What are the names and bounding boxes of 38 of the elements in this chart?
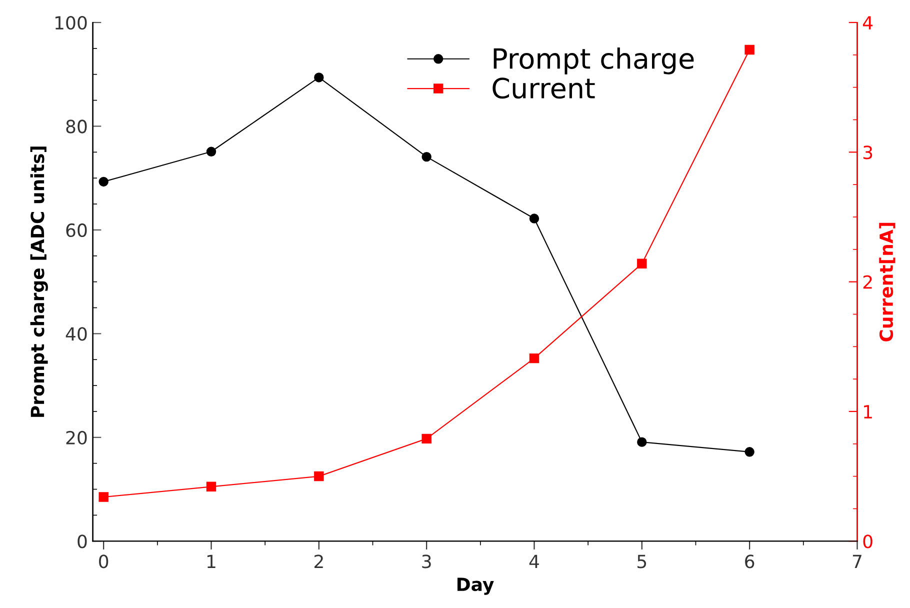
y-tick-label: 100 [55, 16, 87, 30]
point [637, 437, 647, 447]
legend-label: Current [492, 78, 595, 99]
y2-tick-label: 2 [863, 275, 872, 289]
y2-axis-title: Current[nA] [879, 222, 896, 342]
point [529, 214, 540, 224]
y-axis-title: Prompt charge [ADC units] [30, 146, 48, 417]
y2-tick-label: 4 [862, 16, 873, 30]
y-tick-label: 20 [66, 430, 87, 445]
x-tick-label: 1 [207, 554, 216, 568]
x-tick-label: 2 [314, 554, 323, 568]
point [637, 258, 647, 269]
point [422, 152, 432, 162]
y2-tick-label: 3 [863, 146, 872, 160]
point [98, 176, 108, 187]
x-tick-label: 0 [99, 554, 108, 568]
y-tick-label: 80 [66, 120, 87, 134]
x-tick-label: 3 [422, 554, 431, 568]
y-tick-label: 0 [78, 534, 87, 548]
point [744, 447, 754, 457]
point [314, 72, 324, 82]
point [422, 434, 432, 444]
point [206, 482, 216, 492]
x-axis-title: Day [457, 578, 494, 595]
x-tick-label: 4 [529, 554, 539, 568]
y2-tick-label: 0 [863, 534, 872, 548]
legend-label: Prompt charge [494, 47, 694, 74]
x-tick-label: 7 [852, 554, 862, 568]
point [744, 44, 754, 55]
x-tick-label: 5 [638, 554, 646, 568]
y-tick-label: 60 [66, 223, 87, 238]
point [98, 492, 108, 502]
y-tick-label: 40 [66, 327, 87, 341]
x-tick-label: 6 [745, 554, 754, 568]
point [529, 353, 540, 364]
point [206, 146, 216, 156]
y2-tick-label: 1 [864, 405, 872, 418]
point [314, 471, 324, 482]
